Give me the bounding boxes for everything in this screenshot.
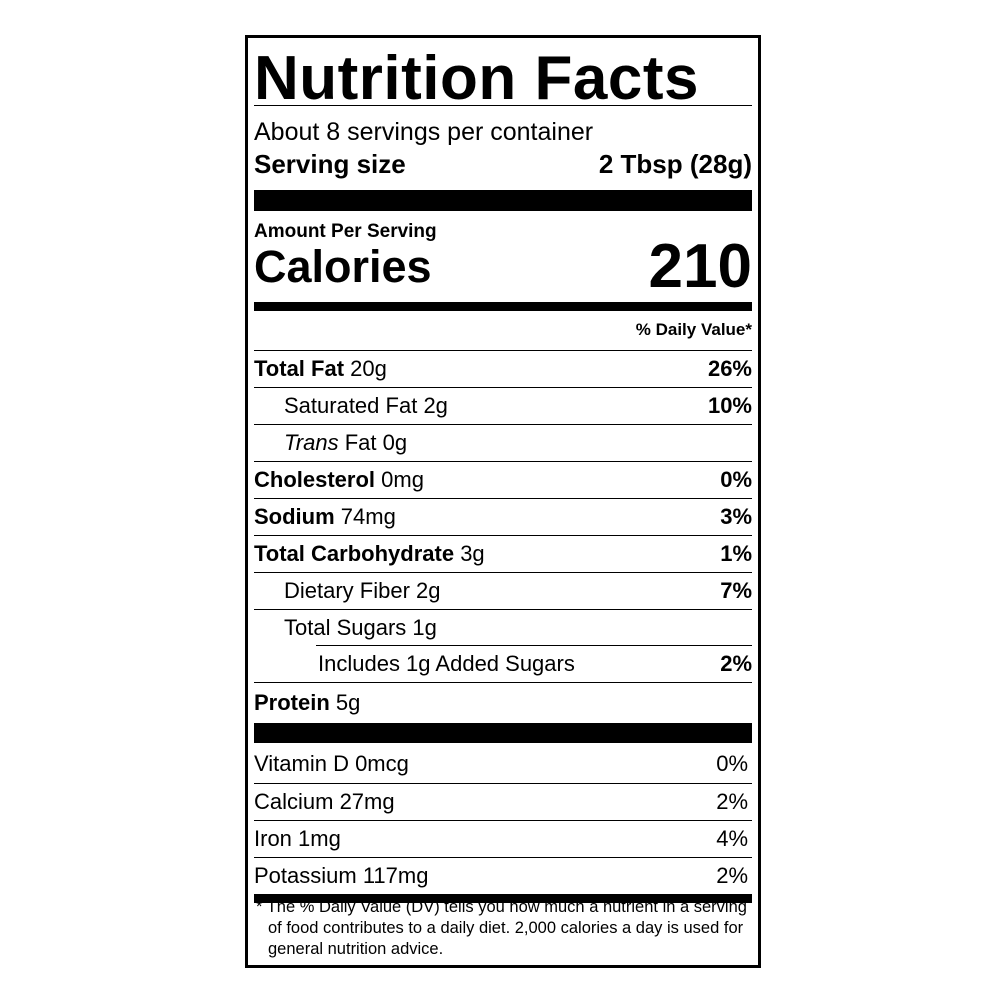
vitamin-dv: 2% [716, 789, 748, 814]
nutrient-amount: 2g [423, 393, 448, 418]
nutrient-dv: 1% [720, 541, 752, 566]
thick-divider [254, 723, 752, 743]
vitamin-row-calcium: Calcium 27mg 2% [254, 784, 752, 821]
nutrient-amount: 20g [350, 356, 387, 381]
nutrient-name: Trans [284, 430, 339, 455]
servings-per-container: About 8 servings per container [254, 118, 594, 146]
nutrient-name: Protein [254, 690, 330, 715]
vitamin-name: Potassium 117mg [254, 863, 429, 888]
nutrient-name: Total Sugars [284, 615, 407, 640]
nutrient-amount: 5g [335, 690, 361, 715]
vitamin-name: Iron 1mg [254, 826, 341, 851]
serving-size-value: 2 Tbsp (28g) [598, 149, 752, 179]
nutrient-row-total-sugars: Total Sugars 1g [254, 610, 752, 646]
vitamin-row-vitamin-d: Vitamin D 0mcg 0% [254, 743, 752, 784]
nutrient-dv: 0% [720, 467, 752, 492]
vitamin-dv: 2% [716, 863, 748, 888]
thick-divider [254, 190, 752, 211]
medium-divider [254, 302, 752, 311]
nutrient-amount: 0mg [381, 467, 424, 492]
nutrient-name: Includes 1g Added Sugars [318, 651, 575, 676]
label-title: Nutrition Facts [254, 44, 699, 113]
divider [254, 105, 752, 106]
calories-row: Calories 210 [254, 234, 752, 300]
nutrient-row-cholesterol: Cholesterol 0mg 0% [254, 462, 752, 499]
nutrient-amount: 0g [382, 430, 408, 455]
divider [316, 645, 752, 646]
nutrient-name: Sodium [254, 504, 335, 529]
nutrient-dv: 2% [720, 651, 752, 676]
nutrient-row-protein: Protein 5g [254, 683, 752, 723]
nutrient-name: Cholesterol [254, 467, 376, 492]
amount-per-serving: Amount Per Serving [254, 221, 437, 242]
calories-value: 210 [648, 232, 752, 301]
serving-size-label: Serving size [254, 149, 406, 179]
nutrient-list: Total Fat 20g 26% Saturated Fat 2g 10% T… [254, 351, 752, 903]
nutrient-dv: 10% [707, 393, 752, 418]
nutrient-row-trans-fat: Trans Fat 0g [254, 425, 752, 462]
vitamin-name: Vitamin D 0mcg [254, 750, 409, 776]
nutrient-name: Dietary Fiber [284, 578, 410, 603]
vitamin-row-iron: Iron 1mg 4% [254, 821, 752, 858]
nutrient-amount: 1g [412, 615, 437, 640]
nutrient-dv: 7% [720, 578, 752, 603]
footnote: * The % Daily Value (DV) tells you how m… [256, 898, 747, 958]
nutrient-row-saturated-fat: Saturated Fat 2g 10% [254, 388, 752, 425]
nutrient-row-total-fat: Total Fat 20g 26% [254, 351, 752, 388]
nutrient-name-suffix: Fat [344, 430, 377, 455]
calories-label: Calories [254, 241, 432, 292]
nutrient-row-sodium: Sodium 74mg 3% [254, 499, 752, 536]
divider [254, 350, 752, 351]
nutrient-amount: 3g [460, 541, 485, 566]
nutrition-facts-label: Nutrition Facts About 8 servings per con… [245, 35, 761, 968]
vitamin-dv: 4% [716, 826, 748, 851]
nutrient-dv: 3% [720, 504, 752, 529]
nutrient-name: Saturated Fat [284, 393, 418, 418]
vitamin-row-potassium: Potassium 117mg 2% [254, 858, 752, 894]
nutrient-name: Total Carbohydrate [254, 541, 455, 566]
medium-divider [254, 894, 752, 903]
daily-value-header: % Daily Value* [635, 320, 752, 339]
nutrient-row-added-sugars: Includes 1g Added Sugars 2% [254, 646, 752, 683]
serving-size-row: Serving size 2 Tbsp (28g) [254, 147, 752, 181]
vitamin-dv: 0% [716, 750, 748, 776]
nutrient-name: Total Fat [254, 356, 345, 381]
nutrient-row-total-carbohydrate: Total Carbohydrate 3g 1% [254, 536, 752, 573]
nutrient-row-dietary-fiber: Dietary Fiber 2g 7% [254, 573, 752, 610]
nutrient-amount: 74mg [340, 504, 396, 529]
vitamin-name: Calcium 27mg [254, 789, 395, 814]
nutrient-dv: 26% [707, 356, 752, 381]
nutrient-amount: 2g [416, 578, 441, 603]
